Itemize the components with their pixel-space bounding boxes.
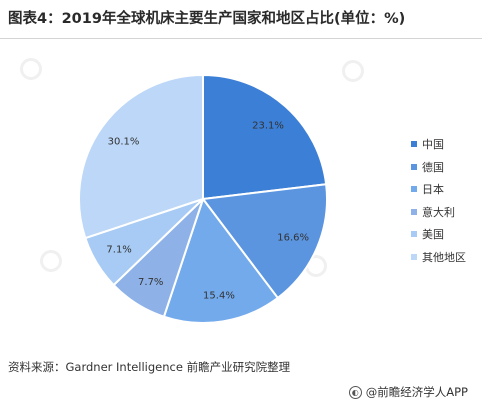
pie-slice-6 [78, 73, 204, 240]
legend-label: 意大利 [422, 205, 455, 219]
watermark-logo-icon [342, 60, 364, 82]
legend-swatch [411, 253, 417, 260]
legend-label: 其他地区 [422, 250, 466, 264]
legend-label: 日本 [422, 183, 444, 197]
source-note: 资料来源：Gardner Intelligence 前瞻产业研究院整理 [8, 360, 291, 374]
pie-data-label: 7.7% [138, 277, 163, 288]
chart-title: 图表4：2019年全球机床主要生产国家和地区占比(单位：%) [8, 11, 406, 27]
watermark-logo-icon [40, 250, 62, 272]
pie-data-label: 23.1% [252, 121, 284, 132]
legend-item: 德国 [411, 156, 466, 179]
legend-swatch [411, 141, 417, 148]
pie-slice-3 [162, 196, 280, 324]
legend-item: 美国 [411, 223, 466, 246]
pie-data-label: 30.1% [108, 137, 140, 148]
legend-label: 中国 [422, 138, 444, 152]
brand-logo-icon: ◐ [348, 385, 362, 399]
legend-label: 美国 [422, 228, 444, 242]
legend-swatch [411, 231, 417, 238]
pie-chart: 23.1% 16.6% 15.4% 7.7% 7.1% 30.1% [78, 73, 328, 324]
pie-data-label: 16.6% [277, 232, 309, 243]
legend-label: 德国 [422, 160, 444, 174]
pie-data-label: 15.4% [203, 291, 235, 302]
pie-slice-2 [201, 183, 328, 300]
pie-slice-1 [202, 73, 328, 201]
legend-swatch [411, 186, 417, 193]
title-divider [0, 38, 482, 39]
brand-footer: ◐ @前瞻经济学人APP [348, 384, 468, 400]
legend-item: 日本 [411, 178, 466, 201]
legend-item: 中国 [411, 133, 466, 156]
legend-swatch [411, 208, 417, 215]
pie-data-label: 7.1% [106, 245, 131, 256]
chart-legend: 中国德国日本意大利美国其他地区 [411, 133, 466, 268]
legend-swatch [411, 163, 417, 170]
legend-item: 其他地区 [411, 246, 466, 269]
brand-text: @前瞻经济学人APP [365, 385, 468, 399]
legend-item: 意大利 [411, 201, 466, 224]
watermark-logo-icon [20, 58, 42, 80]
